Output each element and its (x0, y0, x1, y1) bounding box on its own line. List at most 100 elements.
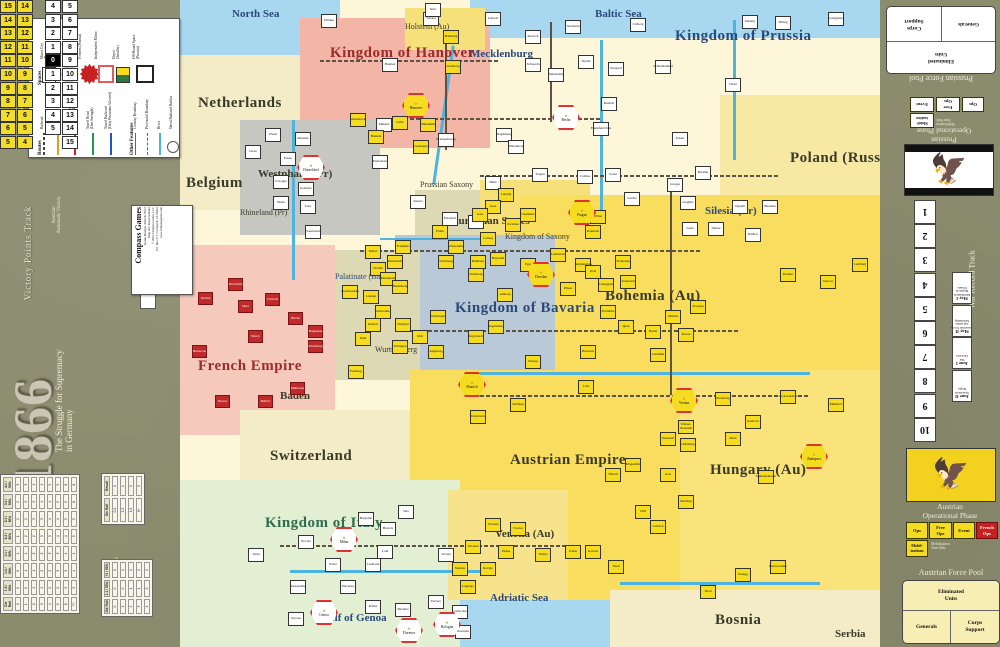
vp-cell-6[interactable]: 6 (17, 108, 33, 122)
city-space-udine[interactable]: Udine (565, 545, 581, 559)
capital-space-bologna[interactable]: ★ Bologna (433, 612, 461, 637)
vp-cell-13[interactable]: 13 (0, 27, 16, 41)
vp-cell-7[interactable]: 7 (0, 108, 16, 122)
city-space-hildesheim[interactable]: Hildesheim (420, 118, 436, 132)
austrian-force-pool[interactable]: Eliminated Units Generals Corps Support (902, 580, 1000, 644)
city-space-venice[interactable]: Venice (535, 548, 551, 562)
map-area[interactable]: North Sea Baltic Sea Netherlands Belgium Kin… (180, 0, 880, 647)
city-space-turin[interactable]: Turin (248, 548, 264, 562)
prussian-pool-eliminated[interactable]: Eliminated Units (887, 41, 995, 73)
vp-cell-10[interactable]: 10 (62, 68, 78, 81)
capital-space-berlin[interactable]: ★ Berlin (552, 105, 580, 130)
capital-space-dresden[interactable]: ★ Dresden (527, 262, 555, 287)
city-space-koblenz[interactable]: Koblenz (298, 182, 314, 196)
vp-cell-5[interactable]: 5 (45, 122, 61, 136)
war-record-cell-9[interactable]: 9 (914, 393, 936, 418)
city-space-schneidemuhl[interactable]: Schneidemuhl (653, 60, 673, 74)
city-space-bayreuth[interactable]: Bayreuth (490, 252, 506, 266)
city-space-glatz[interactable]: Glatz (682, 222, 698, 236)
city-space-coburg[interactable]: Coburg (480, 232, 496, 246)
city-space-trautenau[interactable]: Trautenau (615, 255, 631, 269)
vp-cell-0[interactable]: 0 (45, 54, 61, 68)
capital-space-vienna[interactable]: ★ Vienna (670, 388, 698, 413)
vp-cell-2[interactable]: 2 (45, 27, 61, 41)
city-space-halle[interactable]: Halle (485, 176, 501, 190)
city-space-laibach[interactable]: Laibach (650, 520, 666, 534)
city-space-thionville[interactable]: Thionville (228, 278, 243, 291)
city-space-elbing[interactable]: Elbing (775, 16, 791, 30)
city-space-kehl[interactable]: Kehl (355, 332, 371, 346)
city-space-metz[interactable]: Metz (238, 300, 253, 313)
city-space-gorlitz[interactable]: Gorlitz (624, 192, 640, 206)
war-record-cell-7[interactable]: 7 (914, 345, 936, 370)
vp-cell-5[interactable]: 5 (17, 122, 33, 136)
city-space-bitche[interactable]: Bitche (288, 312, 303, 325)
city-space-odenburg[interactable]: Odenburg (680, 438, 696, 452)
vp-cell-13[interactable]: 13 (17, 13, 33, 27)
city-space-hameln[interactable]: Hameln (368, 130, 384, 144)
city-space-lemberg[interactable]: Lemberg (852, 258, 868, 272)
city-space-stuttgart[interactable]: Stuttgart (395, 318, 411, 332)
city-space-piacenza[interactable]: Piacenza (340, 580, 356, 594)
city-space-mainz[interactable]: Mainz (365, 245, 381, 259)
austrian-free-ops-box[interactable]: Free Ops (929, 522, 952, 539)
city-space-ratibor[interactable]: Ratibor (745, 228, 761, 242)
war-record-cell-3[interactable]: 3 (914, 248, 936, 273)
city-space-stargard[interactable]: Stargard (608, 62, 624, 76)
city-space-parma[interactable]: Parma (365, 600, 381, 614)
vp-cell-12[interactable]: 12 (17, 27, 33, 41)
mobilization-record-track[interactable]: May I Mobilization Begins in Prussia May I… (951, 272, 986, 412)
city-space-nancy[interactable]: Nancy (248, 330, 263, 343)
city-space-cologne[interactable]: Cologne (273, 175, 289, 189)
city-space-haguenau[interactable]: Haguenau (308, 325, 323, 338)
war-record-cell-5[interactable]: 5 (914, 296, 936, 321)
austrian-pool-generals[interactable]: Generals (903, 611, 951, 643)
city-space-villach[interactable]: Villach (605, 468, 621, 482)
city-space-torgau[interactable]: Torgau (532, 168, 548, 182)
city-space-klagenfurt[interactable]: Klagenfurt (625, 458, 641, 472)
city-space-padua[interactable]: Padua (498, 545, 514, 559)
city-space-pardubitz[interactable]: Pardubitz (600, 305, 616, 319)
vp-cell-13[interactable]: 13 (62, 108, 78, 122)
city-space-bergamo[interactable]: Bergamo (358, 512, 374, 526)
vp-cell-14[interactable]: 14 (62, 122, 78, 136)
city-space-grosswardein[interactable]: Grosswardein (779, 390, 797, 404)
prussian-pool-corps-support[interactable]: Corps Support (904, 18, 924, 31)
vp-cell-2[interactable]: 2 (45, 81, 61, 95)
vp-cell-8[interactable]: 8 (0, 95, 16, 109)
capital-space-genoa[interactable]: ★ Genoa (310, 600, 338, 625)
war-record-cell-4[interactable]: 4 (914, 272, 936, 297)
city-space-karlsruhe[interactable]: Karlsruhe (375, 305, 391, 319)
city-space-ingolstadt[interactable]: Ingolstadt (468, 330, 484, 344)
city-space-budweis[interactable]: Budweis (580, 345, 596, 359)
mobilization-cell-june-i[interactable]: June I War Declared (952, 337, 972, 369)
city-space-gera[interactable]: Gera (485, 200, 501, 214)
city-space-trier[interactable]: Trier (300, 200, 316, 214)
city-space-landshut[interactable]: Landshut (650, 348, 666, 362)
austrian-pool-eliminated[interactable]: Eliminated Units (903, 581, 999, 611)
city-space-brescia[interactable]: Brescia (380, 522, 396, 536)
city-space-salzburg[interactable]: Salzburg (510, 398, 526, 412)
city-space-marburg[interactable]: Marburg (678, 495, 694, 509)
city-space-ulm[interactable]: Ulm (412, 330, 428, 344)
city-space-mantua[interactable]: Mantua (452, 562, 468, 576)
vp-cell-11[interactable]: 11 (0, 54, 16, 68)
city-space-lodi[interactable]: Lodi (377, 545, 393, 559)
vp-cell-9[interactable]: 9 (62, 54, 78, 68)
austrian-french-ops-box[interactable]: French Ops (976, 522, 998, 539)
city-space-schwerin[interactable]: Schwerin (525, 58, 541, 72)
city-space-beuthen[interactable]: Beuthen (762, 200, 778, 214)
city-space-bonn[interactable]: Bonn (273, 196, 289, 210)
city-space-verdun[interactable]: Verdun (198, 292, 213, 305)
vp-cell-12[interactable]: 12 (0, 40, 16, 54)
city-space-belfort[interactable]: Belfort (258, 395, 273, 408)
city-space-stralsund[interactable]: Stralsund (565, 20, 581, 34)
austrian-operational-phase[interactable]: Ops Free Ops Event French Ops Mobil- iza… (906, 522, 998, 558)
city-space-krakau[interactable]: Krakau (780, 268, 796, 282)
city-space-augsburg[interactable]: Augsburg (428, 345, 444, 359)
city-space-modena[interactable]: Modena (395, 603, 411, 617)
war-record-cell-10[interactable]: 10 (914, 417, 936, 442)
city-space-wurzburg[interactable]: Wurzburg (438, 255, 454, 269)
prussian-mobilization-box[interactable]: Mobil- ization (910, 113, 934, 128)
city-space-alessandria[interactable]: Alessandria (290, 580, 306, 594)
